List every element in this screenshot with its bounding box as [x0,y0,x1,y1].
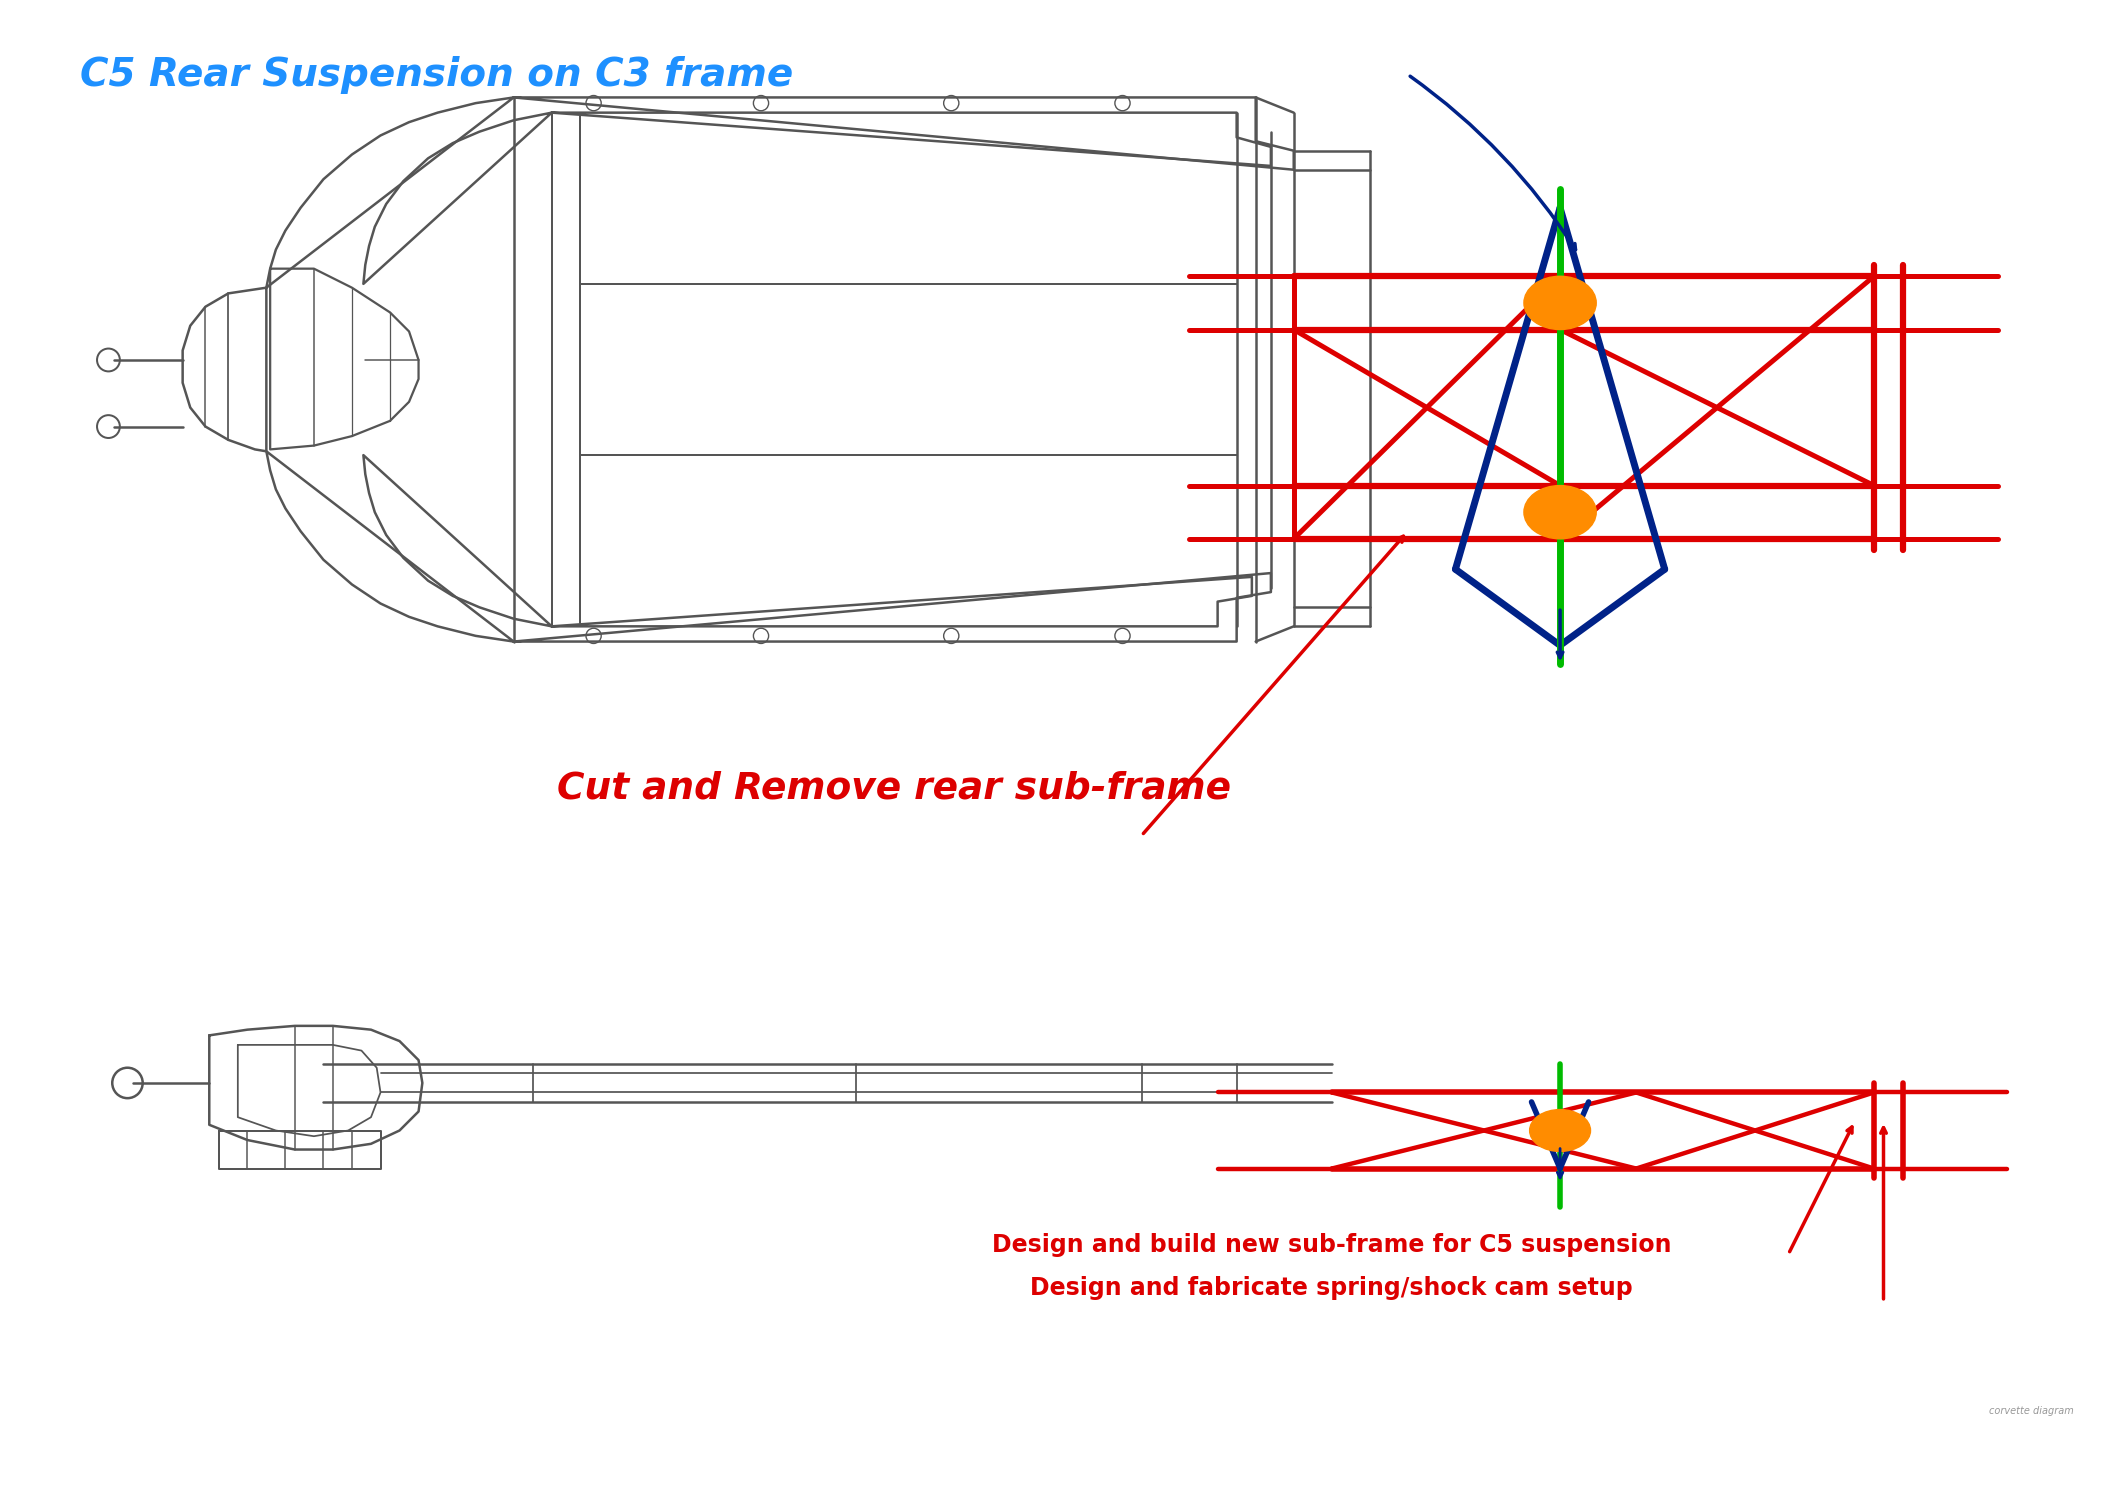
Text: Design and build new sub-frame for C5 suspension: Design and build new sub-frame for C5 su… [993,1233,1672,1257]
Ellipse shape [1524,486,1596,538]
Ellipse shape [1524,276,1596,330]
Text: C5 Rear Suspension on C3 frame: C5 Rear Suspension on C3 frame [80,56,793,93]
Ellipse shape [1530,1110,1592,1152]
Text: corvette diagram: corvette diagram [1990,1406,2074,1416]
Text: Cut and Remove rear sub-frame: Cut and Remove rear sub-frame [557,770,1231,806]
Text: Design and fabricate spring/shock cam setup: Design and fabricate spring/shock cam se… [1031,1276,1634,1300]
